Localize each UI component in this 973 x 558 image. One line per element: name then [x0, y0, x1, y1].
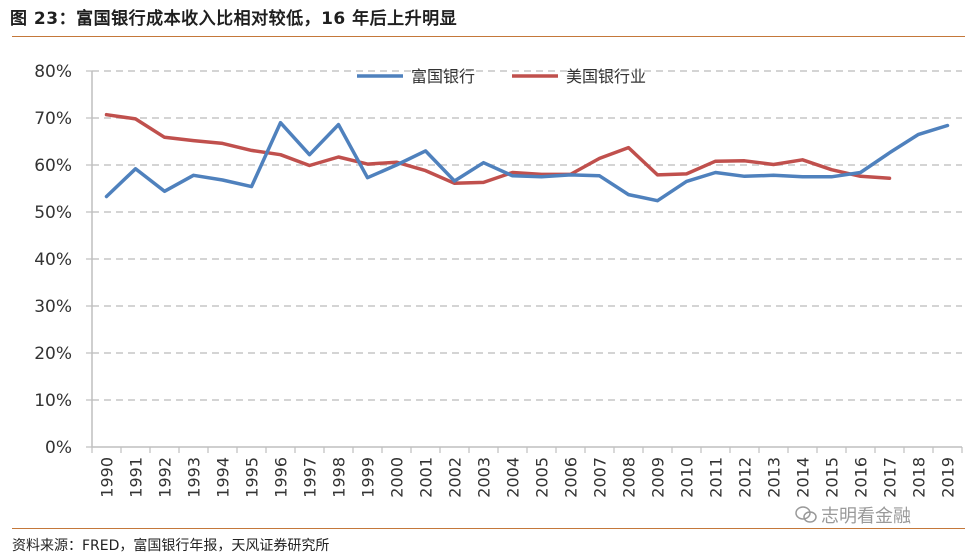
axes — [86, 70, 963, 453]
legend-label: 美国银行业 — [566, 67, 646, 86]
legend-label: 富国银行 — [411, 67, 475, 86]
y-tick-label: 30% — [34, 297, 72, 317]
x-tick-label: 2012 — [736, 457, 755, 498]
x-tick-label: 2017 — [881, 457, 900, 498]
y-tick-labels: 0% 10% 20% 30% 40% 50% 60% 70% 80% — [34, 62, 72, 458]
x-tick-label: 2007 — [591, 457, 610, 498]
series-line-us-banks — [104, 112, 892, 186]
x-tick-label: 2003 — [475, 457, 494, 498]
footer-divider — [12, 528, 965, 529]
series-lines — [104, 112, 950, 203]
x-tick-label: 2005 — [533, 457, 552, 498]
x-tick-label: 1994 — [214, 457, 233, 498]
x-tick-label: 1993 — [185, 457, 204, 498]
x-tick-label: 2004 — [504, 457, 523, 498]
x-tick-label: 2010 — [678, 457, 697, 498]
gridlines — [92, 70, 962, 401]
x-tick-label: 1996 — [272, 457, 291, 498]
x-tick-label: 2008 — [620, 457, 639, 498]
chart-title: 图 23：富国银行成本收入比相对较低，16 年后上升明显 — [10, 9, 458, 29]
x-tick-label: 2006 — [562, 457, 581, 498]
y-tick-label: 40% — [34, 250, 72, 270]
x-tick-label: 2019 — [939, 457, 958, 498]
watermark: 志明看金融 — [795, 502, 911, 528]
x-tick-label: 2018 — [910, 457, 929, 498]
x-tick-label: 2011 — [707, 457, 726, 498]
x-tick-label: 2002 — [446, 457, 465, 498]
y-tick-label: 0% — [45, 438, 72, 458]
y-tick-label: 60% — [34, 156, 72, 176]
x-tick-label: 2000 — [388, 457, 407, 498]
x-tick-label: 1991 — [127, 457, 146, 498]
y-tick-label: 80% — [34, 62, 72, 82]
y-tick-label: 20% — [34, 344, 72, 364]
x-tick-label: 2009 — [649, 457, 668, 498]
x-tick-label: 1995 — [243, 457, 262, 498]
x-tick-label: 2016 — [852, 457, 871, 498]
x-tick-label: 2015 — [823, 457, 842, 498]
title-divider — [12, 36, 965, 37]
source-note: 资料来源：FRED，富国银行年报，天风证券研究所 — [12, 538, 330, 554]
watermark-text: 志明看金融 — [821, 506, 911, 527]
line-chart: 0%10%20%30%40%50%60%70%80% 1990 1991 1992 1… — [34, 62, 963, 498]
x-tick-label: 1997 — [301, 457, 320, 498]
series-line-wells-fargo — [104, 120, 950, 203]
x-tick-label: 2001 — [417, 457, 436, 498]
x-tick-label: 1990 — [98, 457, 117, 498]
y-tick-label: 50% — [34, 203, 72, 223]
x-tick-label: 1998 — [330, 457, 349, 498]
x-tick-label: 2013 — [765, 457, 784, 498]
legend: 富国银行 美国银行业 — [357, 67, 646, 86]
x-tick-label: 2014 — [794, 457, 813, 498]
y-tick-label: 10% — [34, 391, 72, 411]
x-tick-label: 1999 — [359, 457, 378, 498]
y-tick-label: 70% — [34, 109, 72, 129]
x-tick-labels: 1990 1991 1992 1993 1994 1995 1996 1997 1998 1999… — [98, 457, 958, 498]
x-tick-label: 1992 — [156, 457, 175, 498]
wechat-icon — [795, 506, 817, 523]
